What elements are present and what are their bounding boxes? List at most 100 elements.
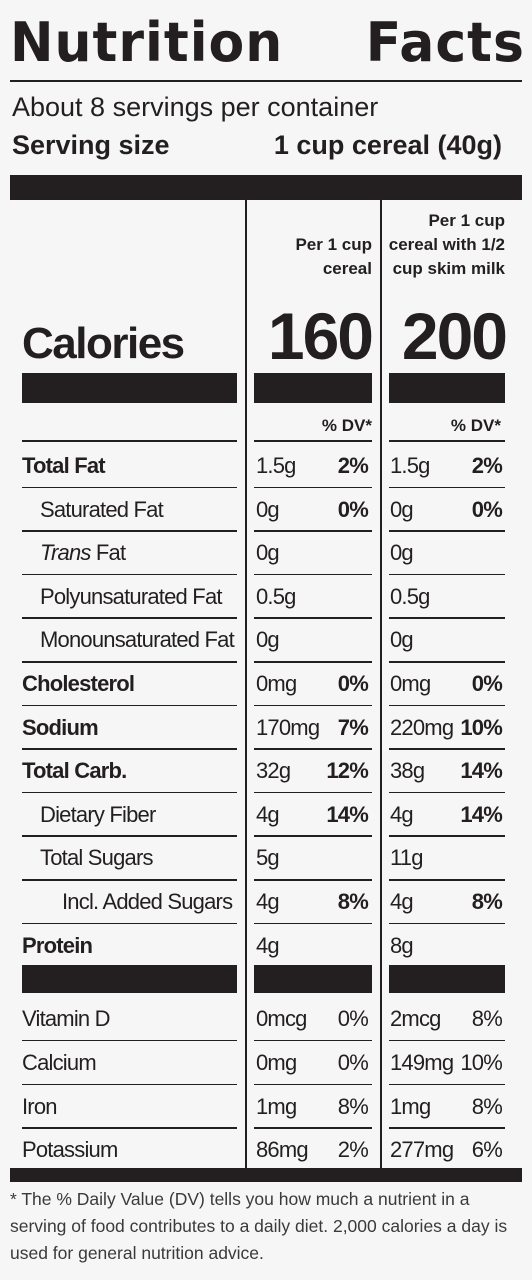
micro-bar-col1: [254, 965, 372, 993]
nutrient-name-text: Total Sugars: [40, 845, 154, 871]
calories-bar-label: [22, 373, 237, 403]
col2-amount: 277mg: [390, 1137, 454, 1163]
col2-amount: 4g: [390, 801, 414, 827]
col1-amount: 4g: [256, 801, 280, 827]
row-rule: [389, 704, 505, 707]
row-rule: [22, 879, 237, 881]
calories-bar-col1: [254, 373, 372, 403]
col2-dv: 14%: [460, 801, 502, 827]
col1-amount: 0mg: [256, 671, 297, 696]
row-rule: [389, 1127, 505, 1129]
micronutrient-name: Iron: [22, 1093, 58, 1119]
col1-dv: 2%: [337, 453, 369, 478]
col1-header-line1: Per 1 cup: [295, 235, 372, 254]
col2-dv: 0%: [471, 671, 503, 696]
col2-amount: 0mg: [390, 671, 431, 696]
row-rule: [22, 573, 237, 576]
nutrient-name-text: Dietary Fiber: [40, 801, 156, 827]
serving-size-value: 1 cup cereal (40g): [273, 130, 502, 160]
row-rule: [254, 704, 372, 707]
col1-amount: 1.5g: [256, 453, 296, 478]
col2-amount: 38g: [390, 758, 425, 784]
serving-size-label: Serving size: [12, 130, 170, 160]
col2-amount: 0g: [390, 627, 414, 653]
col2-amount: 4g: [390, 889, 414, 914]
row-rule: [389, 661, 505, 663]
col2-amount: 1mg: [390, 1093, 431, 1119]
col2-dv: 10%: [460, 1049, 502, 1075]
nutrient-name-text: Total Fat: [22, 453, 106, 478]
col2-header-line1: Per 1 cup: [428, 211, 505, 230]
row-rule: [254, 1127, 372, 1129]
row-rule: [389, 922, 505, 925]
dv-rule-label: [22, 440, 237, 442]
col1-amount: 0g: [256, 540, 280, 566]
col1-amount: 4g: [256, 889, 280, 914]
row-rule: [389, 791, 505, 794]
nutrient-name-text: Sodium: [22, 714, 99, 740]
nutrient-name: Trans Fat: [40, 531, 126, 575]
col2-header-line3: cup skim milk: [392, 259, 505, 278]
footnote: * The % Daily Value (DV) tells you how m…: [10, 1189, 508, 1263]
nutrient-name: Dietary Fiber: [40, 793, 156, 837]
nutrient-name: Polyunsaturated Fat: [40, 575, 223, 619]
col2-amount: 220mg: [390, 714, 454, 740]
col1-amount: 32g: [256, 758, 291, 784]
nutrient-name-text: Monounsaturated Fat: [40, 627, 235, 653]
row-rule: [254, 791, 372, 794]
nutrient-name: Total Carb.: [22, 749, 127, 793]
thick-divider-bottom: [10, 1168, 522, 1182]
col1-header: Per 1 cup cereal: [250, 233, 372, 281]
nutrient-name-text: Polyunsaturated Fat: [40, 583, 223, 609]
col1-amount: 0.5g: [256, 583, 296, 609]
col2-dv: 2%: [471, 453, 503, 478]
row-rule: [22, 835, 237, 837]
row-rule: [22, 530, 237, 532]
col2-amount: 2mcg: [390, 1006, 441, 1031]
row-rule: [22, 1127, 237, 1129]
dv-rule-col1: [254, 440, 372, 442]
col1-amount: 0g: [256, 496, 280, 522]
micronutrient-name: Calcium: [22, 1049, 97, 1075]
row-rule: [389, 879, 505, 881]
row-rule: [254, 486, 372, 489]
row-rule: [22, 704, 237, 707]
dv-header-col2: % DV*: [450, 416, 501, 435]
nutrient-name: Sodium: [22, 706, 99, 750]
col1-amount: 0mcg: [256, 1006, 307, 1031]
row-rule: [254, 1039, 372, 1042]
col2-amount: 8g: [390, 932, 414, 958]
col1-amount: 5g: [256, 845, 280, 871]
col2-amount: 0g: [390, 540, 414, 566]
col1-header-line2: cereal: [322, 259, 372, 278]
col1-amount: 170mg: [256, 714, 320, 740]
micro-bar-label: [22, 965, 237, 993]
nutrient-name-text: Total Carb.: [22, 758, 127, 784]
row-rule: [389, 1083, 505, 1086]
col1-dv: 0%: [337, 496, 369, 522]
row-rule: [254, 748, 372, 750]
calories-label: Calories: [22, 319, 185, 368]
col1-dv: 7%: [337, 714, 369, 740]
row-rule: [22, 486, 237, 489]
col2-dv: 8%: [471, 1093, 503, 1119]
col1-dv: 8%: [337, 889, 369, 914]
nutrient-name-italic: Trans: [40, 540, 91, 566]
micro-bar-col2: [389, 965, 505, 993]
col2-amount: 0.5g: [390, 583, 430, 609]
col1-amount: 4g: [256, 932, 280, 958]
nutrient-name: Monounsaturated Fat: [40, 618, 235, 662]
col2-amount: 149mg: [390, 1049, 454, 1075]
nutrient-name: Total Sugars: [40, 836, 154, 880]
row-rule: [389, 530, 505, 532]
col1-dv: 0%: [337, 671, 369, 696]
row-rule: [254, 573, 372, 576]
col2-dv: 6%: [471, 1137, 503, 1163]
row-rule: [22, 617, 237, 619]
col1-amount: 86mg: [256, 1137, 309, 1163]
row-rule: [389, 486, 505, 489]
serving-size-row: Serving size 1 cup cereal (40g): [12, 127, 502, 163]
nutrient-name: Cholesterol: [22, 662, 135, 706]
col1-dv: 12%: [326, 758, 368, 784]
col1-dv: 0%: [337, 1049, 369, 1075]
